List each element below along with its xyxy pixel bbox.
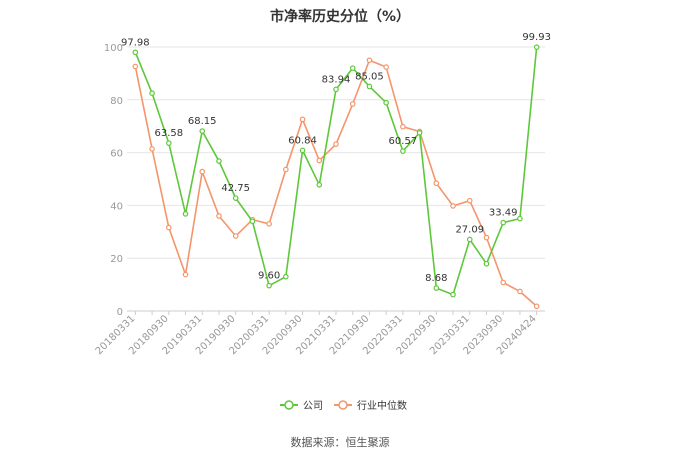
data-point (232, 233, 239, 239)
legend-label: 公司 (303, 401, 323, 412)
legend-item[interactable]: 行业中位数 (334, 399, 407, 412)
data-point (216, 158, 222, 164)
data-point (182, 271, 189, 278)
data-point (416, 130, 423, 136)
data-label: 99.93 (522, 32, 551, 43)
data-point (517, 288, 523, 295)
data-point (166, 224, 172, 231)
legend-label: 行业中位数 (357, 399, 407, 412)
data-point (483, 234, 490, 241)
data-point (400, 148, 406, 154)
data-point (149, 146, 155, 152)
data-label: 85.05 (355, 71, 384, 82)
data-label: 60.84 (288, 135, 317, 146)
data-point (283, 273, 289, 280)
legend[interactable]: 公司 行业中位数 (280, 399, 407, 412)
data-point (349, 65, 356, 71)
data-point (433, 180, 440, 187)
data-point (199, 168, 206, 175)
data-point (500, 219, 507, 226)
data-point (232, 195, 239, 201)
x-axis: 2018033120180930201903312019093020200331… (94, 310, 545, 357)
data-point (533, 303, 540, 310)
legend-swatch-marker (284, 400, 294, 410)
data-point (450, 203, 456, 209)
y-tick-label: 40 (110, 201, 123, 212)
data-point (199, 128, 206, 134)
data-label: 33.49 (489, 208, 518, 219)
y-tick-label: 0 (117, 307, 123, 318)
data-label: 68.15 (188, 116, 217, 127)
data-label: 8.68 (425, 273, 447, 284)
data-point (316, 182, 323, 188)
data-label: 63.58 (154, 128, 183, 139)
y-tick-label: 60 (110, 149, 123, 160)
data-point (450, 291, 456, 298)
data-point (383, 64, 389, 70)
data-point (433, 285, 440, 291)
data-point (483, 260, 490, 267)
data-point (249, 218, 256, 225)
data-point (366, 83, 373, 90)
data-point (266, 282, 272, 289)
data-label: 27.09 (455, 224, 484, 235)
legend-swatch-marker (338, 400, 348, 410)
data-source-note: 数据来源：恒生聚源 (290, 436, 390, 449)
y-axis: 0 20 40 60 80 100 (104, 43, 123, 318)
data-point (533, 44, 540, 50)
data-point (299, 116, 306, 123)
data-point (366, 57, 373, 64)
data-point (517, 215, 523, 222)
data-point (400, 123, 406, 130)
data-point (299, 147, 306, 154)
data-point (132, 63, 139, 70)
data-point (266, 221, 272, 227)
data-label: 97.98 (121, 37, 150, 48)
data-point (132, 49, 139, 56)
data-point (149, 90, 155, 97)
data-point (283, 166, 289, 173)
data-point (349, 101, 356, 107)
data-point (316, 157, 323, 164)
data-label: 9.60 (258, 271, 280, 282)
data-label: 42.75 (221, 183, 250, 194)
data-point (383, 99, 389, 106)
data-point (182, 211, 189, 217)
data-point (333, 141, 339, 147)
legend-item[interactable]: 公司 (280, 400, 323, 412)
data-point (466, 197, 473, 204)
y-tick-label: 100 (104, 43, 123, 54)
data-point (500, 279, 507, 286)
data-label: 60.57 (389, 136, 418, 147)
series-line (134, 59, 538, 307)
grid-lines (127, 46, 545, 259)
series-layer (132, 44, 540, 310)
y-tick-label: 20 (110, 254, 123, 265)
data-labels: 97.98 63.58 68.15 42.75 9.60 60.84 83.94 85.05 6… (121, 32, 551, 284)
data-point (333, 86, 339, 93)
data-point (466, 236, 473, 243)
data-point (216, 213, 222, 219)
data-point (166, 140, 172, 146)
y-tick-label: 80 (110, 96, 123, 107)
chart-title: 市净率历史分位（%） (269, 9, 411, 25)
data-label: 83.94 (322, 74, 351, 85)
